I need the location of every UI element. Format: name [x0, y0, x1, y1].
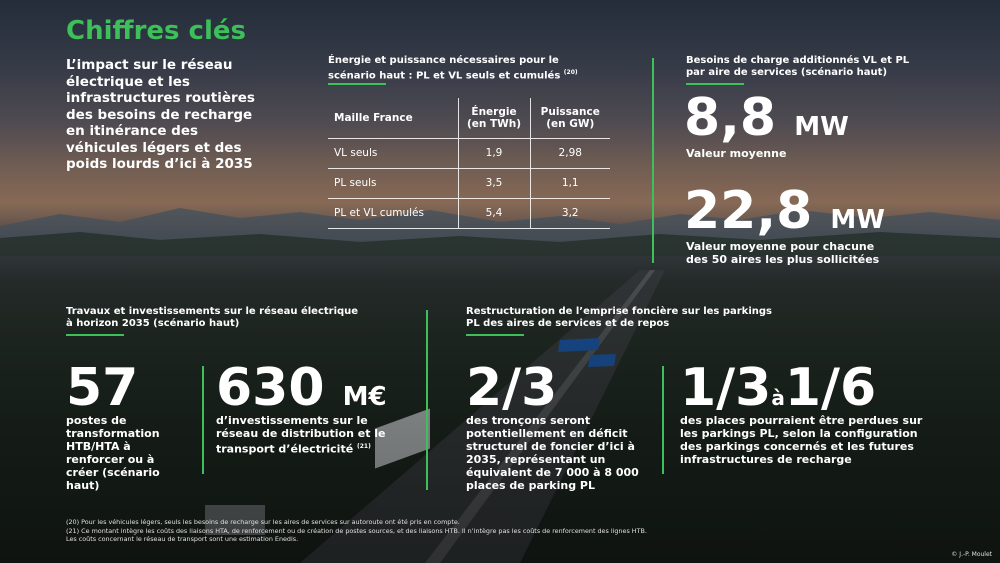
- energy-table: Maille France Énergie (en TWh) Puissance…: [328, 98, 610, 229]
- divider-line: [652, 58, 654, 263]
- energy-table-title: Énergie et puissance nécessaires pour le…: [328, 55, 588, 82]
- works-stat-2-value: 630: [216, 358, 325, 418]
- table-header: Maille France: [328, 98, 458, 139]
- charge-stat-2: 22,8 MW: [684, 185, 885, 237]
- energy-table-title-text: Énergie et puissance nécessaires pour le…: [328, 55, 561, 82]
- charge-stat-1-value: 8,8: [684, 88, 777, 148]
- footnotes: (20) Pour les véhicules légers, seuls le…: [66, 518, 656, 544]
- table-cell: 3,5: [457, 168, 530, 199]
- table-cell: 1,9: [457, 138, 530, 169]
- table-cell: 1,1: [529, 168, 610, 199]
- table-cell: 3,2: [529, 198, 610, 229]
- table-row: PL et VL cumulés 5,4 3,2: [328, 198, 610, 229]
- works-stat-1-value: 57: [66, 358, 139, 418]
- divider-line: [202, 366, 204, 474]
- intro-text: L’impact sur le réseau électrique et les…: [66, 57, 255, 172]
- table-row: PL seuls 3,5 1,1: [328, 168, 610, 199]
- charge-needs-title: Besoins de charge additionnés VL et PL p…: [686, 55, 910, 78]
- charge-stat-2-unit: MW: [830, 205, 885, 235]
- page-title: Chiffres clés: [66, 16, 246, 46]
- energy-title-underline: [328, 83, 386, 85]
- table-cell: VL seuls: [328, 138, 458, 169]
- charge-stat-2-label: Valeur moyenne pour chacune des 50 aires…: [686, 240, 880, 266]
- parking-stat-1-label: des tronçons seront potentiellement en d…: [466, 414, 639, 492]
- parking-stat-2-connector: à: [771, 386, 785, 410]
- table-cell: PL et VL cumulés: [328, 198, 458, 229]
- charge-title-underline: [686, 83, 744, 85]
- works-stat-2-label-text: d’investissements sur le réseau de distr…: [216, 414, 386, 456]
- works-title-underline: [66, 334, 124, 336]
- table-header: Énergie (en TWh): [457, 98, 530, 139]
- photo-credit: © J.-P. Moulet: [951, 551, 992, 558]
- charge-stat-1: 8,8 MW: [684, 92, 849, 144]
- parking-stat-2: 1/3à1/6: [680, 362, 876, 414]
- divider-line: [662, 366, 664, 474]
- works-stat-2-label: d’investissements sur le réseau de distr…: [216, 414, 406, 456]
- parking-stat-1-value: 2/3: [466, 358, 558, 418]
- table-cell: 5,4: [457, 198, 530, 229]
- mountain-silhouette: [0, 208, 1000, 256]
- table-header-row: Maille France Énergie (en TWh) Puissance…: [328, 98, 610, 139]
- table-header: Puissance (en GW): [529, 98, 610, 139]
- works-stat-1-label: postes de transformation HTB/HTA à renfo…: [66, 414, 160, 492]
- parking-stat-2-value-b: 1/6: [784, 358, 877, 418]
- works-stat-2: 630 M€: [216, 362, 387, 414]
- charge-stat-1-unit: MW: [794, 112, 849, 142]
- table-cell: PL seuls: [328, 168, 458, 199]
- parking-title: Restructuration de l’emprise foncière su…: [466, 306, 772, 329]
- footnote: (21) Ce montant intègre les coûts des li…: [66, 526, 647, 544]
- parking-stat-2-label: des places pourraient être perdues sur l…: [680, 414, 923, 466]
- table-row: VL seuls 1,9 2,98: [328, 138, 610, 169]
- charge-stat-2-value: 22,8: [684, 181, 813, 241]
- parking-stat-2-value-a: 1/3: [680, 358, 772, 418]
- energy-table-ref: (20): [563, 69, 578, 76]
- footnote: (20) Pour les véhicules légers, seuls le…: [66, 518, 460, 526]
- works-title: Travaux et investissements sur le réseau…: [66, 306, 359, 329]
- works-stat-2-unit: M€: [342, 382, 387, 412]
- parking-title-underline: [466, 334, 524, 336]
- charge-stat-1-label: Valeur moyenne: [686, 147, 787, 160]
- works-stat-2-ref: (21): [357, 443, 371, 450]
- table-cell: 2,98: [529, 138, 610, 169]
- divider-line: [426, 310, 428, 490]
